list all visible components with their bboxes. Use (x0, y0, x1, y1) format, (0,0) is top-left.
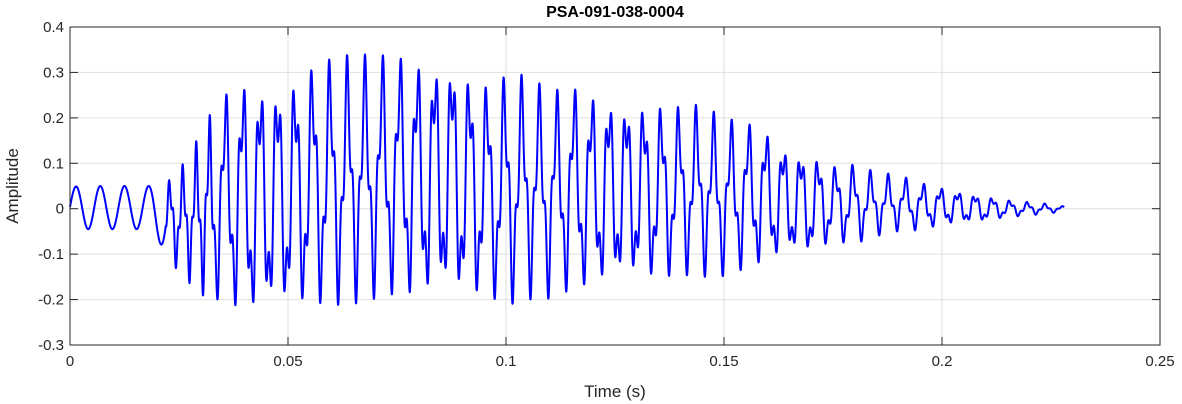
y-tick-label: 0.3 (43, 64, 64, 81)
y-tick-label: 0 (56, 201, 64, 218)
y-tick-label: 0.2 (43, 110, 64, 127)
x-axis-label: Time (s) (584, 382, 646, 401)
plot-frame (69, 26, 1161, 346)
x-tick-labels: 0 0.05 0.1 0.15 0.2 0.25 (66, 353, 1175, 370)
y-tick-label: -0.2 (38, 292, 64, 309)
y-tick-label: 0.1 (43, 155, 64, 172)
y-tick-label: -0.1 (38, 246, 64, 263)
x-tick-label: 0.2 (932, 353, 953, 370)
y-tick-label: -0.3 (38, 337, 64, 354)
y-tick-label: 0.4 (43, 19, 64, 36)
x-tick-label: 0.1 (496, 353, 517, 370)
x-tick-label: 0.05 (273, 353, 302, 370)
y-axis-label: Amplitude (3, 148, 22, 224)
ticks (69, 26, 1161, 346)
chart-title: PSA-091-038-0004 (546, 4, 684, 21)
series-line (69, 53, 1065, 307)
y-tick-labels: -0.3 -0.2 -0.1 0 0.1 0.2 0.3 0.4 (38, 19, 64, 354)
x-tick-label: 0.15 (709, 353, 738, 370)
x-tick-label: 0 (66, 353, 74, 370)
x-tick-label: 0.25 (1145, 353, 1174, 370)
plot-background (70, 27, 1160, 345)
